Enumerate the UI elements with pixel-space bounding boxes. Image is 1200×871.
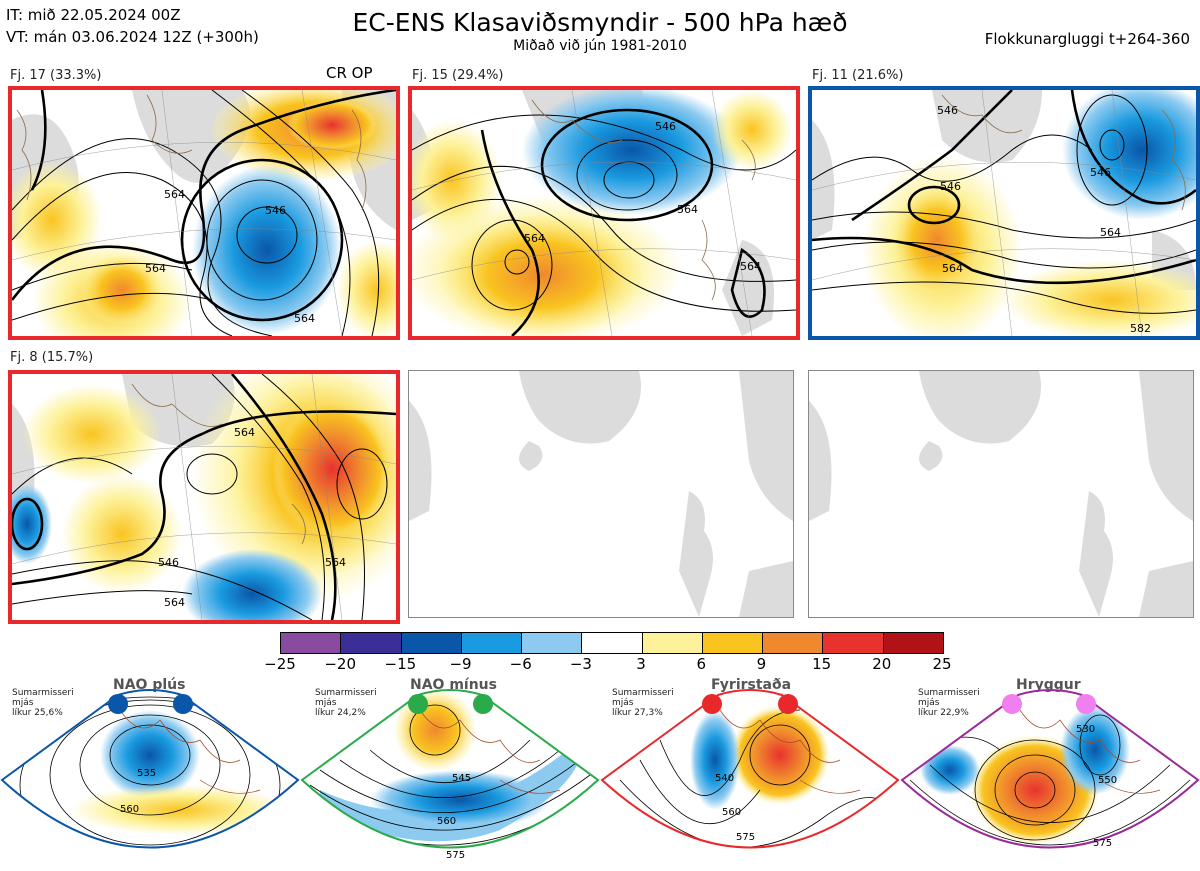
header-times: IT: mið 22.05.2024 00Z VT: mán 03.06.202… bbox=[6, 4, 259, 48]
colorbar-segment bbox=[763, 633, 824, 653]
cluster-map-4: 564 546 564 564 bbox=[8, 370, 400, 624]
regime-3-map: 540 560 575 bbox=[600, 689, 900, 849]
regime-3-info: Sumarmisseri mjás líkur 27,3% bbox=[612, 688, 674, 718]
colorbar-segment bbox=[702, 633, 764, 653]
empty-map-2 bbox=[808, 370, 1194, 618]
empty-map-1 bbox=[408, 370, 794, 618]
colorbar-tick-label: −3 bbox=[569, 655, 592, 673]
colorbar-segment bbox=[823, 633, 884, 653]
cluster-2-label: Fj. 15 (29.4%) bbox=[412, 68, 504, 83]
page-title: EC-ENS Klasaviðsmyndir - 500 hPa hæð bbox=[352, 8, 848, 37]
colorbar-tick-label: 15 bbox=[812, 655, 832, 673]
regime-1-title: NAO plús bbox=[113, 677, 186, 693]
cluster-4-label: Fj. 8 (15.7%) bbox=[10, 350, 94, 365]
colorbar-tick-label: −6 bbox=[509, 655, 532, 673]
colorbar-segment bbox=[401, 633, 462, 653]
contour-label: 546 bbox=[158, 556, 179, 569]
valid-time: VT: mán 03.06.2024 12Z (+300h) bbox=[6, 28, 259, 46]
regime-1-map: 535 560 bbox=[0, 689, 300, 849]
contour-label: 546 bbox=[940, 180, 961, 193]
contour-label: 564 bbox=[164, 188, 185, 201]
regime-contour-label: 530 bbox=[1076, 724, 1095, 735]
cluster-3-label: Fj. 11 (21.6%) bbox=[812, 68, 904, 83]
contour-label: 546 bbox=[265, 204, 286, 217]
regime-contour-label: 535 bbox=[137, 768, 156, 779]
regime-contour-label: 540 bbox=[715, 773, 734, 784]
regime-2-map: 545 560 575 bbox=[300, 689, 600, 861]
contour-label: 582 bbox=[1130, 322, 1151, 335]
regime-4-title: Hryggur bbox=[1016, 677, 1081, 693]
regime-4-info: Sumarmisseri mjás líkur 22,9% bbox=[918, 688, 980, 718]
colorbar-tick-label: 3 bbox=[636, 655, 646, 673]
colorbar-tick-label: 6 bbox=[696, 655, 707, 673]
colorbar-tick-label: −9 bbox=[449, 655, 472, 673]
regime-3-title: Fyrirstaða bbox=[711, 677, 792, 693]
regime-contour-label: 575 bbox=[446, 850, 465, 861]
colorbar-segment bbox=[642, 633, 703, 653]
colorbar-tick-label: −25 bbox=[264, 655, 296, 673]
colorbar-segment bbox=[582, 633, 643, 653]
contour-label: 564 bbox=[145, 262, 166, 275]
colorbar-segment bbox=[522, 633, 583, 653]
contour-label: 564 bbox=[524, 232, 545, 245]
init-time: IT: mið 22.05.2024 00Z bbox=[6, 6, 181, 24]
cluster-1-label: Fj. 17 (33.3%) bbox=[10, 68, 102, 83]
colorbar-tick-label: −20 bbox=[324, 655, 356, 673]
regime-contour-label: 575 bbox=[1093, 838, 1112, 849]
contour-label: 564 bbox=[1100, 226, 1121, 239]
colorbar-tick-label: 25 bbox=[932, 655, 952, 673]
contour-label: 564 bbox=[325, 556, 346, 569]
contour-label: 546 bbox=[937, 104, 958, 117]
regime-contour-label: 550 bbox=[1098, 775, 1117, 786]
colorbar bbox=[280, 632, 944, 654]
colorbar-segment bbox=[461, 633, 523, 653]
regime-4-map: 530 550 575 bbox=[900, 689, 1200, 849]
contour-label: 564 bbox=[294, 312, 315, 325]
regime-contour-label: 575 bbox=[736, 832, 755, 843]
colorbar-tick-label: −15 bbox=[384, 655, 417, 673]
regime-contour-label: 560 bbox=[437, 816, 456, 827]
regimes-row: NAO plús Sumarmisseri mjás líkur 25,6% 535… bbox=[0, 677, 1200, 871]
contour-label: 546 bbox=[655, 120, 676, 133]
cluster-map-2: 546 564 564 564 bbox=[408, 86, 800, 340]
colorbar-segment bbox=[341, 633, 402, 653]
colorbar-tick-label: 9 bbox=[756, 655, 767, 673]
colorbar-segment bbox=[883, 633, 943, 653]
regime-contour-label: 560 bbox=[120, 804, 139, 815]
regime-2-info: Sumarmisseri mjás líkur 24,2% bbox=[315, 688, 377, 718]
regime-1-info: Sumarmisseri mjás líkur 25,6% bbox=[12, 688, 74, 718]
classification-window: Flokkunargluggi t+264-360 bbox=[984, 30, 1190, 48]
contour-label: 546 bbox=[1090, 166, 1111, 179]
contour-label: 564 bbox=[234, 426, 255, 439]
cluster-map-1: 546 564 564 564 bbox=[8, 86, 400, 340]
contour-label: 564 bbox=[942, 262, 963, 275]
colorbar-tick-label: 20 bbox=[872, 655, 892, 673]
regime-2-title: NAO mínus bbox=[410, 677, 497, 693]
contour-label: 564 bbox=[740, 260, 761, 273]
contour-label: 564 bbox=[677, 203, 698, 216]
cluster-1-extra: CR OP bbox=[326, 64, 373, 82]
cluster-map-3: 546 546 546 564 564 582 bbox=[808, 86, 1200, 340]
regime-contour-label: 545 bbox=[452, 773, 471, 784]
colorbar-segment bbox=[281, 633, 342, 653]
contour-label: 564 bbox=[164, 596, 185, 609]
page-subtitle: Miðað við jún 1981-2010 bbox=[513, 38, 687, 54]
regime-contour-label: 560 bbox=[722, 807, 741, 818]
